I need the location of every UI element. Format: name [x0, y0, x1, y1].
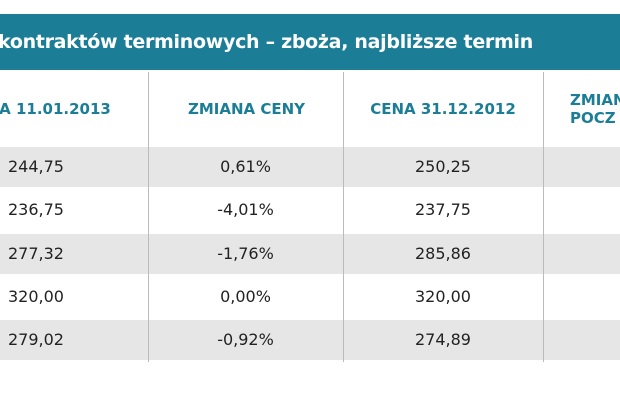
column-header: A 11.01.2013 — [0, 99, 111, 118]
table-cell: 236,75 — [8, 200, 64, 220]
header-line: ZMIAN — [570, 90, 620, 109]
divider — [148, 72, 149, 362]
table-title: kontraktów terminowych – zboża, najbliżs… — [0, 31, 533, 53]
column-header: ZMIAN POCZ — [570, 72, 620, 145]
table-cell: 244,75 — [8, 157, 64, 176]
table-row: 244,75 0,61% 250,25 — [0, 147, 620, 187]
table-row: 277,32 -1,76% 285,86 — [0, 233, 620, 274]
divider — [343, 72, 344, 362]
table-cell: 274,89 — [415, 330, 471, 350]
title-bar — [0, 14, 620, 70]
table-cell: 237,75 — [415, 200, 471, 220]
table-cell: 250,25 — [415, 157, 471, 176]
table-row: 320,00 0,00% 320,00 — [0, 277, 620, 317]
table-row: 236,75 -4,01% 237,75 — [0, 190, 620, 230]
divider — [543, 72, 544, 362]
column-header: ZMIANA CENY — [187, 99, 306, 118]
column-header: CENA 31.12.2012 — [370, 99, 516, 118]
table-cell: 0,61% — [220, 157, 271, 176]
table-cell: -4,01% — [217, 200, 274, 220]
table-row: 279,02 -0,92% 274,89 — [0, 320, 620, 361]
table-cell: 285,86 — [415, 243, 471, 263]
table-cell: -1,76% — [217, 243, 274, 263]
header-line: POCZ — [570, 108, 616, 127]
table-cell: 279,02 — [8, 330, 64, 350]
table-cell: 0,00% — [220, 286, 271, 306]
table-cell: -0,92% — [217, 330, 274, 350]
table-cell: 320,00 — [8, 286, 64, 306]
table-cell: 320,00 — [415, 286, 471, 306]
table-cell: 277,32 — [8, 243, 64, 263]
